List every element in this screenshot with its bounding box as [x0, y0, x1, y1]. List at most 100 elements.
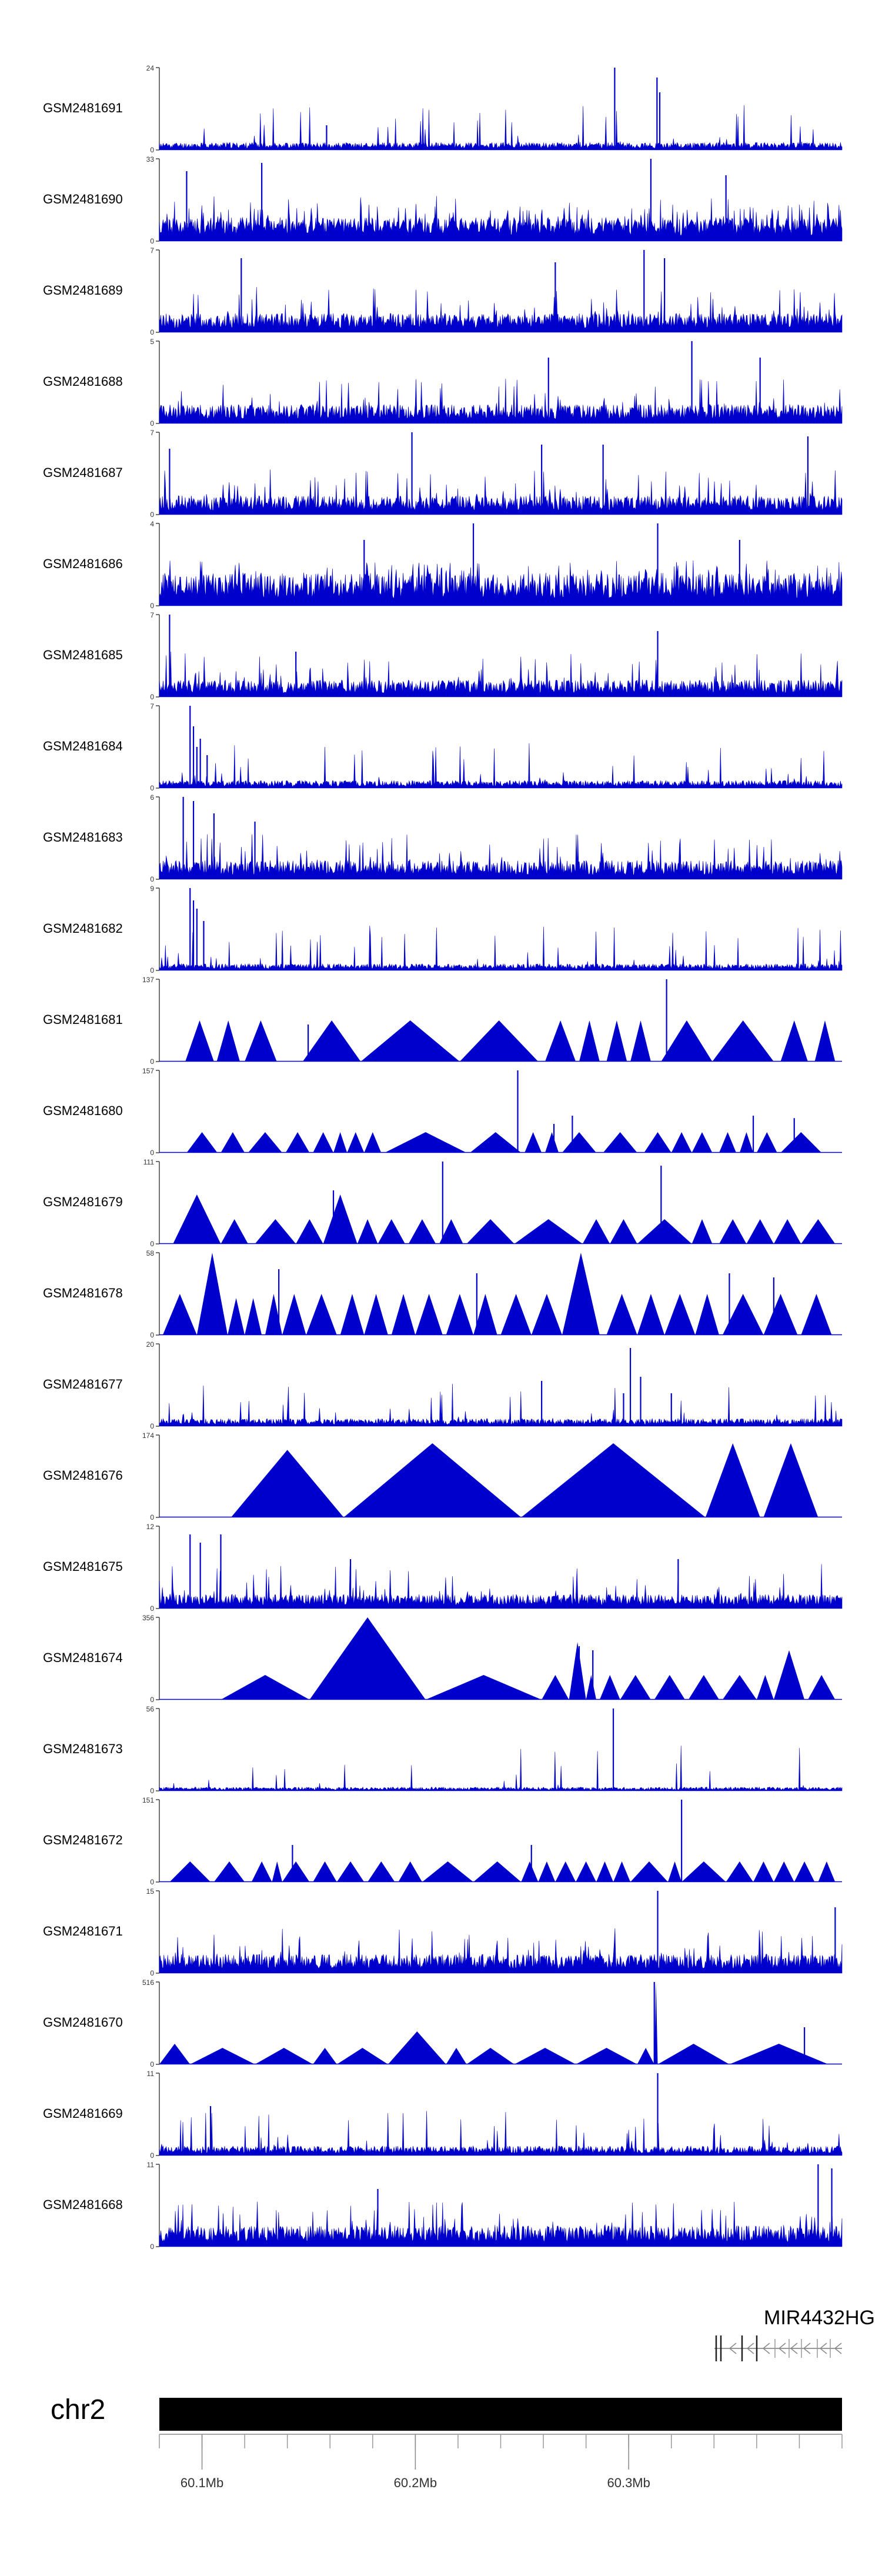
track-GSM2481682: GSM2481682 9 0 — [43, 885, 843, 975]
signal-triangle — [637, 1294, 665, 1335]
y-min-label: 0 — [150, 1969, 154, 1977]
signal-triangle — [688, 1675, 720, 1700]
signal-triangle — [603, 1132, 637, 1153]
signal-triangle — [630, 1861, 668, 1882]
track-GSM2481669: GSM2481669 11 0 — [43, 2070, 843, 2160]
signal-triangle — [609, 217, 627, 241]
track-GSM2481685: GSM2481685 7 0 — [43, 611, 843, 701]
signal-triangle — [531, 1294, 562, 1335]
signal-triangle — [159, 2044, 191, 2064]
signal-triangle — [309, 1617, 426, 1700]
signal-triangle — [582, 1219, 610, 1244]
track-GSM2481687: GSM2481687 7 0 — [43, 429, 843, 519]
track-GSM2481678: GSM2481678 58 0 — [43, 1249, 842, 1339]
track-GSM2481684: GSM2481684 7 0 — [43, 702, 843, 792]
y-max-label: 6 — [150, 793, 154, 802]
signal-triangle — [220, 1132, 245, 1153]
signal — [159, 1709, 843, 1791]
y-min-label: 0 — [150, 510, 154, 519]
track-label: GSM2481687 — [43, 465, 123, 480]
signal-triangle — [637, 2048, 654, 2064]
track-label: GSM2481686 — [43, 556, 123, 571]
gene-track: MIR4432HG — [714, 2307, 875, 2361]
signal-triangle — [521, 1861, 539, 1882]
signal-triangle — [395, 219, 412, 241]
y-min-label: 0 — [150, 237, 154, 245]
signal — [159, 1982, 842, 2065]
signal-triangle — [333, 1132, 348, 1153]
signal-triangle — [190, 2048, 255, 2064]
signal-triangle — [466, 2048, 514, 2064]
signal — [159, 68, 843, 151]
signal-triangle — [576, 1861, 597, 1882]
signal-triangle — [228, 1298, 245, 1335]
signal-triangle — [364, 1294, 388, 1335]
signal-triangle — [515, 222, 536, 241]
signal-triangle — [599, 1675, 620, 1700]
signal-triangle — [336, 1861, 365, 1882]
y-max-label: 111 — [143, 1158, 155, 1166]
signal-area — [159, 834, 843, 880]
signal-triangle — [576, 219, 589, 241]
signal-triangle — [336, 2048, 388, 2064]
track-label: GSM2481675 — [43, 1559, 123, 1574]
y-max-label: 174 — [142, 1432, 154, 1440]
signal-triangle — [202, 224, 213, 241]
y-max-label: 516 — [142, 1978, 154, 1987]
track-label: GSM2481668 — [43, 2197, 123, 2212]
signal-triangle — [196, 1253, 228, 1335]
signal-triangle — [610, 1219, 637, 1244]
signal-triangle — [814, 1020, 836, 1062]
track-label: GSM2481678 — [43, 1286, 123, 1300]
signal-triangle — [662, 219, 678, 241]
track-label: GSM2481685 — [43, 648, 123, 662]
signal-triangle — [793, 219, 808, 241]
signal-triangle — [429, 217, 439, 241]
signal-triangle — [586, 1675, 597, 1700]
signal-triangle — [606, 1020, 627, 1062]
signal-triangle — [691, 1219, 713, 1244]
signal-triangle — [270, 224, 292, 241]
signal-area — [159, 1746, 843, 1791]
track-GSM2481672: GSM2481672 151 0 — [43, 1796, 842, 1886]
track-label: GSM2481683 — [43, 830, 123, 845]
signal-triangle — [422, 1861, 474, 1882]
signal-triangle — [500, 1294, 532, 1335]
signal-triangle — [644, 1132, 671, 1153]
signal — [159, 1891, 843, 1974]
track-GSM2481668: GSM2481668 11 0 — [43, 2161, 843, 2251]
signal — [159, 1617, 842, 1700]
y-max-label: 58 — [146, 1249, 155, 1257]
signal-triangle — [285, 1132, 310, 1153]
gene-label: MIR4432HG — [764, 2307, 875, 2329]
y-min-label: 0 — [150, 1696, 154, 1704]
signal-triangle — [391, 1294, 416, 1335]
signal-triangle — [536, 224, 552, 241]
y-min-label: 0 — [150, 146, 154, 154]
strand-arrow — [778, 2343, 786, 2354]
signal-triangle — [657, 2044, 730, 2064]
track-GSM2481689: GSM2481689 7 0 — [43, 246, 843, 336]
signal-triangle — [364, 1132, 382, 1153]
signal-triangle — [681, 1861, 726, 1882]
signal-triangle — [726, 1861, 754, 1882]
y-max-label: 356 — [142, 1614, 154, 1622]
signal-triangle — [620, 1675, 651, 1700]
axis-tick-label: 60.1Mb — [181, 2475, 223, 2490]
signal-tracks: GSM2481691240GSM2481690330GSM248168970GS… — [43, 64, 843, 2251]
signal-triangle — [251, 1861, 272, 1882]
signal — [159, 888, 843, 971]
y-max-label: 11 — [147, 2161, 155, 2169]
signal — [159, 1348, 843, 1427]
signal-area — [159, 287, 843, 333]
y-max-label: 20 — [146, 1340, 155, 1349]
signal-triangle — [387, 2031, 446, 2064]
signal-area — [159, 926, 843, 971]
signal-triangle — [313, 1132, 334, 1153]
signal-triangle — [255, 1219, 296, 1244]
track-label: GSM2481684 — [43, 739, 123, 753]
y-min-label: 0 — [150, 1422, 154, 1430]
track-label: GSM2481670 — [43, 2015, 123, 2030]
track-label: GSM2481673 — [43, 1741, 123, 1756]
signal-area — [159, 2111, 843, 2156]
